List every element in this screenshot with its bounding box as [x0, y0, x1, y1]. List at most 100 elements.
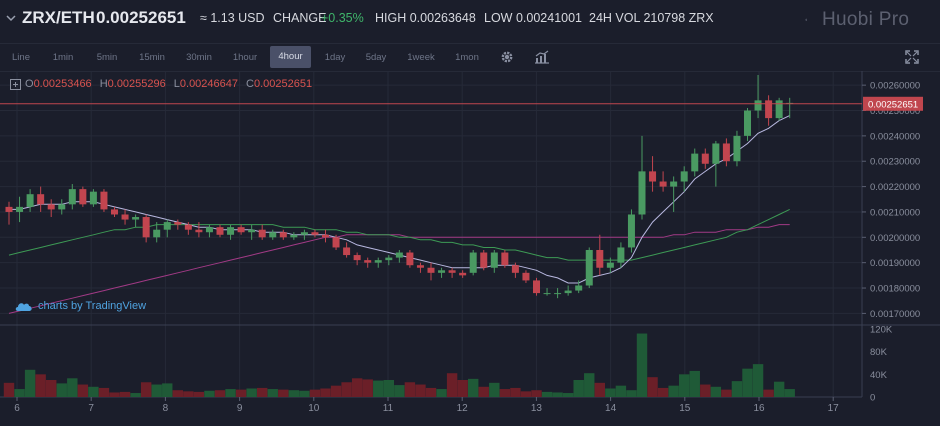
candle-body	[311, 232, 319, 235]
volume-bar	[109, 392, 120, 397]
candle-body	[216, 227, 224, 235]
x-tick-label: 14	[605, 403, 617, 414]
x-tick-label: 12	[457, 403, 469, 414]
high-label: H	[99, 78, 108, 90]
y-tick-label: 0.00200000	[870, 233, 920, 244]
candle-body	[659, 181, 667, 187]
candle-body	[554, 293, 562, 295]
collapse-legend-icon[interactable]	[10, 78, 21, 90]
gear-icon[interactable]	[499, 49, 515, 65]
axes: 0.00170000 0.00180000 0.00190000 0.00200000…	[0, 81, 923, 414]
volume-bar	[257, 387, 268, 397]
tradingview-attribution[interactable]: charts by TradingView	[14, 300, 146, 312]
chart-grid	[0, 71, 940, 398]
pair-title[interactable]: ZRX/ETH	[22, 8, 95, 27]
candle-body	[680, 171, 688, 182]
volume-bar	[351, 378, 363, 397]
high-value: 0.00255296	[107, 78, 166, 90]
tf-1min[interactable]: 1min	[52, 52, 74, 63]
tf-1day[interactable]: 1day	[324, 52, 346, 63]
tf-1week[interactable]: 1week	[407, 52, 435, 63]
tf-4hour[interactable]: 4hour	[270, 46, 311, 68]
volume-bar	[373, 380, 384, 397]
volume-bar	[24, 369, 36, 397]
volume-bar	[478, 386, 489, 397]
y-tick-label: 0.00210000	[870, 207, 920, 218]
candle-body	[290, 234, 298, 238]
volume-bar	[214, 390, 226, 397]
volume-bar	[784, 389, 795, 397]
x-tick-label: 6	[14, 403, 20, 414]
change-label: CHANGE	[273, 11, 327, 25]
volume-bar	[56, 383, 67, 397]
tf-30min[interactable]: 30min	[186, 52, 212, 63]
low-value: 0.00246647	[179, 78, 239, 90]
candle-body	[627, 214, 635, 248]
volume-bar	[225, 389, 236, 397]
volume-bar	[98, 387, 110, 397]
tf-line[interactable]: Line	[12, 52, 30, 63]
volume-bar	[742, 368, 753, 397]
ma-mid-line	[8, 208, 790, 261]
tf-5day[interactable]: 5day	[365, 52, 387, 63]
candle-body	[691, 153, 699, 172]
y-tick-label: 0.00240000	[870, 131, 920, 142]
candle-body	[501, 252, 509, 266]
candle-body	[522, 272, 530, 281]
high-stat: HIGH 0.00263648	[375, 11, 476, 25]
volume-bar	[763, 389, 774, 397]
candle-body	[585, 249, 593, 286]
volume-tick-label: 40K	[870, 370, 888, 381]
candle-body	[564, 290, 572, 294]
candle-body	[16, 206, 24, 212]
candle-body	[111, 209, 118, 215]
volume-bar	[320, 388, 331, 397]
volume-bar	[288, 390, 300, 397]
candle-body	[353, 255, 361, 261]
candle-body	[332, 237, 340, 248]
candle-body	[416, 265, 424, 268]
tf-1hour[interactable]: 1hour	[232, 52, 258, 63]
high-label: HIGH	[375, 11, 407, 25]
vol-label: 24H VOL	[589, 11, 640, 25]
x-tick-label: 13	[531, 403, 543, 414]
candle-body	[490, 252, 498, 268]
candle-body	[617, 247, 625, 263]
candle-body	[258, 229, 266, 238]
volume-bar	[710, 386, 722, 397]
volume-bar	[183, 391, 194, 397]
chevron-down-icon[interactable]	[6, 13, 16, 23]
candlestick-chart[interactable]: 0.00170000 0.00180000 0.00190000 0.00200000…	[0, 71, 940, 426]
usd-equivalent: ≈ 1.13 USD	[200, 11, 265, 25]
candle-body	[511, 265, 519, 273]
volume-bar	[404, 382, 416, 397]
low-value: 0.00241001	[515, 11, 583, 25]
volume-bar	[88, 386, 99, 397]
tf-1mon[interactable]: 1mon	[455, 52, 479, 63]
fullscreen-icon[interactable]	[904, 49, 920, 65]
volume-bar	[468, 378, 479, 397]
tf-5min[interactable]: 5min	[96, 52, 118, 63]
tf-15min[interactable]: 15min	[139, 52, 165, 63]
candle-body	[438, 270, 446, 273]
volume-bar	[46, 380, 57, 397]
x-tick-label: 8	[163, 403, 169, 414]
candle-body	[227, 227, 235, 235]
volume-bar	[119, 391, 131, 397]
candle-body	[543, 293, 551, 295]
candle-body	[248, 229, 256, 233]
volume-bar	[162, 383, 173, 397]
y-tick-label: 0.00180000	[870, 284, 920, 295]
candle-body	[480, 252, 488, 268]
candle-body	[533, 280, 540, 294]
volume-bar	[130, 393, 141, 397]
volume-bar	[584, 373, 595, 397]
low-label: LOW	[484, 11, 513, 25]
candles	[5, 75, 794, 299]
x-tick-label: 10	[308, 403, 320, 414]
candle-body	[775, 100, 783, 119]
indicators-icon[interactable]	[534, 49, 550, 65]
candle-body	[184, 224, 192, 230]
volume-bar	[657, 387, 669, 397]
volume-bar	[235, 389, 247, 397]
